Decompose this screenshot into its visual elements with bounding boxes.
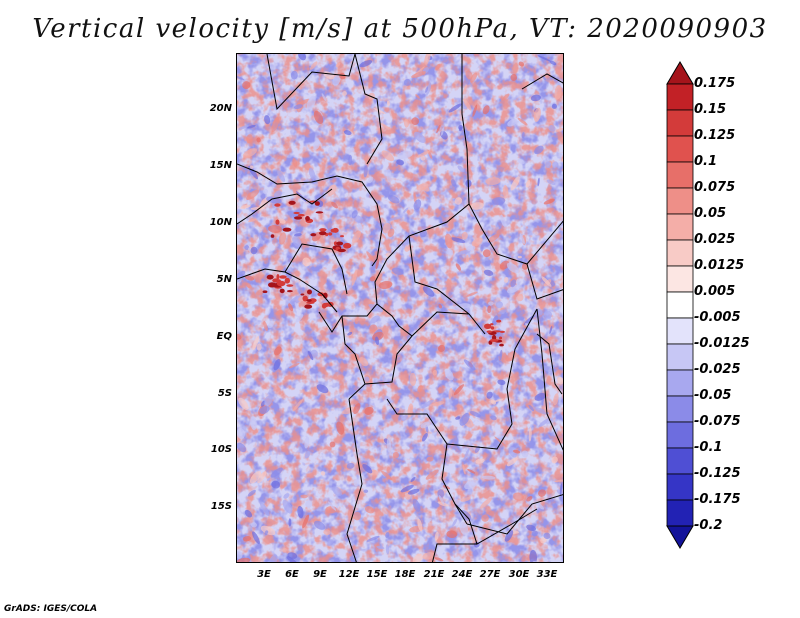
- colorbar-level-label: -0.1: [694, 440, 723, 455]
- colorbar-box: [666, 421, 694, 449]
- colorbar-level-label: -0.125: [694, 466, 741, 481]
- colorbar-level-label: -0.2: [694, 518, 723, 533]
- colorbar-box: [666, 473, 694, 501]
- colorbar-level-label: 0.075: [694, 180, 736, 195]
- lat-label: EQ: [216, 331, 232, 342]
- colorbar-top-triangle: [666, 61, 694, 85]
- lon-label: 21E: [423, 569, 445, 580]
- colorbar-box: [666, 239, 694, 267]
- colorbar-box: [666, 395, 694, 423]
- colorbar-box: [666, 83, 694, 111]
- lon-label: 27E: [479, 569, 501, 580]
- colorbar-box: [666, 135, 694, 163]
- colorbar-box: [666, 447, 694, 475]
- colorbar-level-label: -0.05: [694, 388, 732, 403]
- colorbar-bottom-triangle: [666, 525, 694, 549]
- lon-label: 6E: [285, 569, 299, 580]
- colorbar-level-label: 0.15: [694, 102, 727, 117]
- colorbar-level-label: 0.125: [694, 128, 736, 143]
- lat-label: 15N: [209, 160, 232, 171]
- lon-label: 18E: [394, 569, 416, 580]
- colorbar-level-label: 0.1: [694, 154, 718, 169]
- colorbar-level-label: -0.175: [694, 492, 741, 507]
- lon-label: 30E: [508, 569, 530, 580]
- colorbar-box: [666, 343, 694, 371]
- lon-label: 15E: [366, 569, 388, 580]
- colorbar-box: [666, 187, 694, 215]
- colorbar-level-label: 0.0125: [694, 258, 745, 273]
- velocity-field: [237, 54, 563, 562]
- colorbar-box: [666, 161, 694, 189]
- colorbar-box: [666, 499, 694, 527]
- colorbar-level-label: 0.005: [694, 284, 736, 299]
- colorbar: [666, 61, 694, 549]
- lat-label: 15S: [210, 501, 232, 512]
- lon-label: 12E: [338, 569, 360, 580]
- colorbar-level-label: 0.05: [694, 206, 727, 221]
- country-borders: [237, 54, 563, 562]
- lon-label: 24E: [451, 569, 473, 580]
- vertical-velocity-map: [236, 53, 564, 563]
- colorbar-box: [666, 109, 694, 137]
- colorbar-level-label: 0.175: [694, 76, 736, 91]
- colorbar-level-label: 0.025: [694, 232, 736, 247]
- colorbar-box: [666, 369, 694, 397]
- map-title: Vertical velocity [m/s] at 500hPa, VT: 2…: [32, 14, 768, 44]
- colorbar-level-label: -0.025: [694, 362, 741, 377]
- lat-label: 10S: [210, 444, 232, 455]
- colorbar-box: [666, 213, 694, 241]
- lon-label: 9E: [313, 569, 327, 580]
- lon-label: 33E: [536, 569, 558, 580]
- colorbar-box: [666, 291, 694, 319]
- colorbar-level-label: -0.075: [694, 414, 741, 429]
- lat-label: 10N: [209, 217, 232, 228]
- colorbar-box: [666, 265, 694, 293]
- grads-credit: GrADS: IGES/COLA: [4, 604, 98, 614]
- lat-label: 5S: [217, 388, 232, 399]
- lat-label: 5N: [216, 274, 232, 285]
- lon-label: 3E: [257, 569, 271, 580]
- colorbar-level-label: -0.005: [694, 310, 741, 325]
- colorbar-level-label: -0.0125: [694, 336, 750, 351]
- lat-label: 20N: [209, 103, 232, 114]
- colorbar-box: [666, 317, 694, 345]
